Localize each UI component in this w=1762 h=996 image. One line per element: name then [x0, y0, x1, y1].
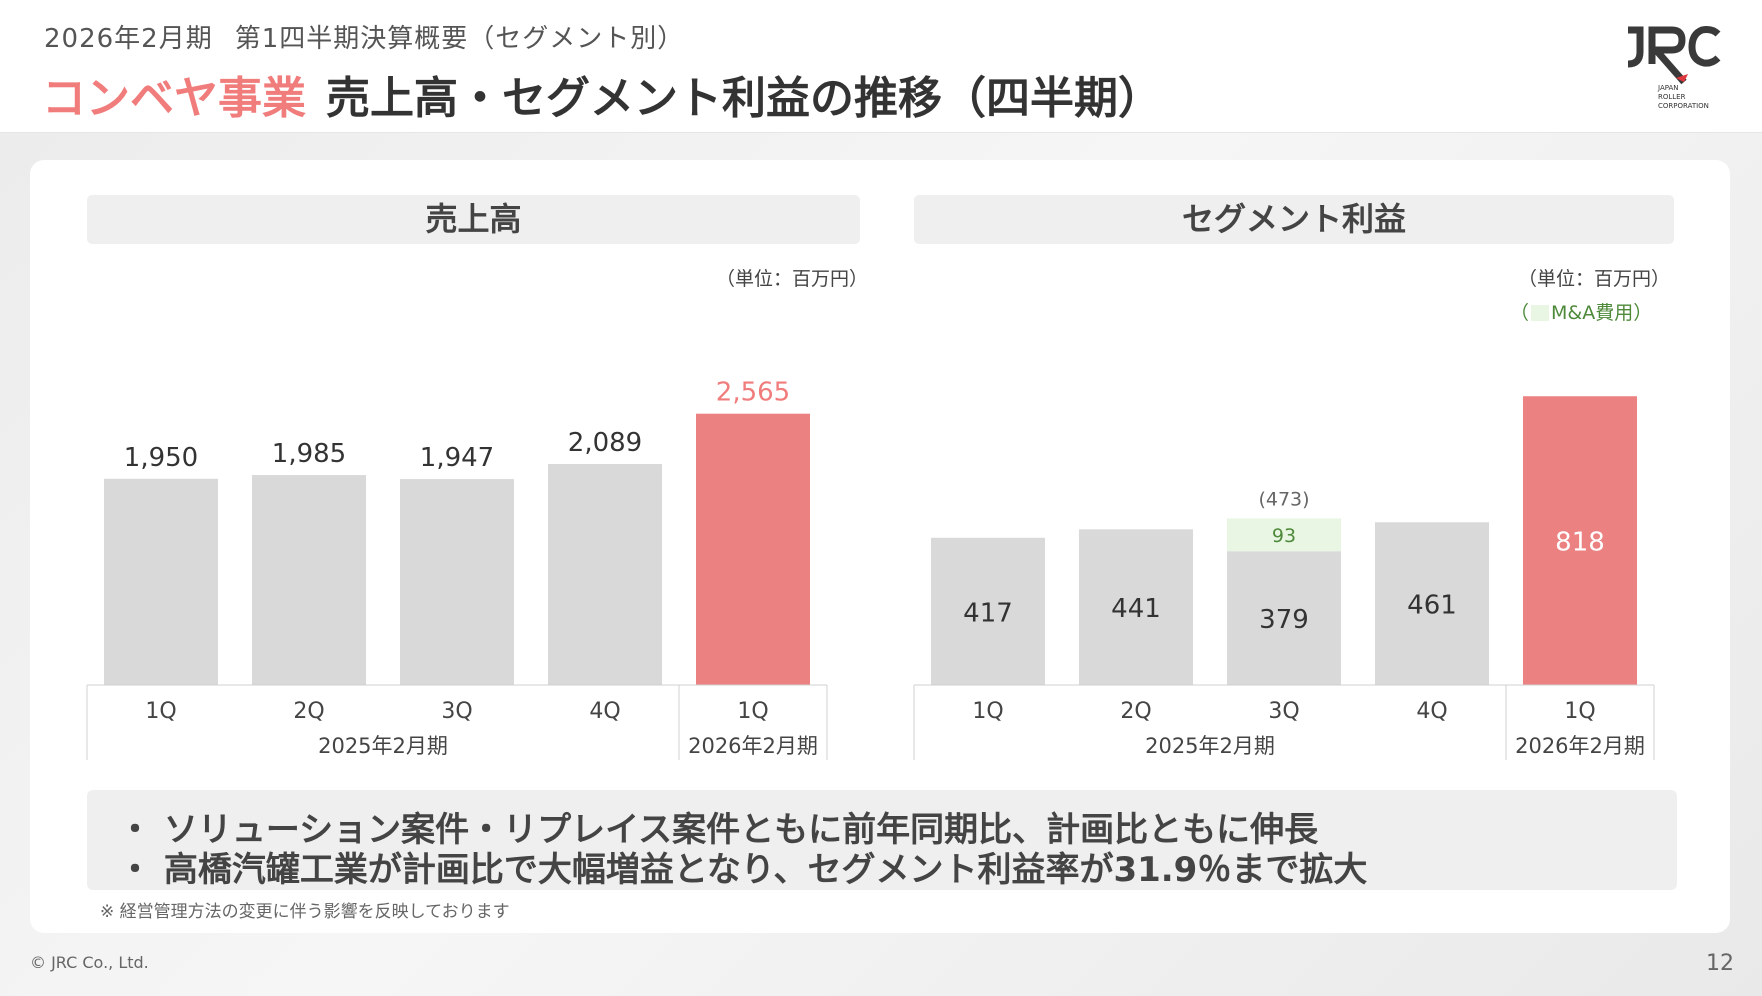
sales-bar [252, 475, 366, 685]
subtitle-period: 2026年2月期 [44, 24, 213, 54]
comment-bullet-1: ・ ソリューション案件・リプレイス案件ともに前年同期比、計画比ともに伸長 [118, 810, 1319, 850]
sales-category-label: 2Q [293, 699, 324, 724]
sales-category-label: 1Q [145, 699, 176, 724]
profit-category-label: 3Q [1268, 699, 1299, 724]
profit-category-label: 1Q [1564, 699, 1595, 724]
sales-category-label: 3Q [441, 699, 472, 724]
profit-category-label: 4Q [1416, 699, 1447, 724]
sales-bar [548, 464, 662, 685]
title-accent: コンベヤ事業 [42, 73, 306, 124]
profit-value-label: 818 [1555, 528, 1605, 558]
sales-bar [696, 413, 810, 685]
profit-period-label: 2026年2月期 [1515, 734, 1645, 758]
profit-value-label: 379 [1259, 605, 1309, 635]
sales-unit-label: （単位：百万円） [716, 268, 869, 290]
sales-chart: 1,950 1Q 1,985 2Q 1,947 3Q 2,089 4Q 2,565 1Q 2025年… [86, 378, 828, 760]
sales-category-label: 1Q [737, 699, 768, 724]
slide-title: コンベヤ事業 売上高・セグメント利益の推移（四半期） [42, 62, 1162, 126]
profit-value-label: 461 [1407, 591, 1457, 621]
sales-bar [400, 479, 514, 685]
profit-panel-title: セグメント利益 [914, 195, 1674, 244]
profit-extra-label: 93 [1272, 525, 1296, 547]
legend-swatch [1531, 305, 1550, 321]
profit-chart: 417 1Q 441 2Q 93 (473) 379 3Q 461 4Q 818 1Q 2025年2月期… [913, 396, 1655, 760]
slide-header: 2026年2月期 第1四半期決算概要（セグメント別） コンベヤ事業 売上高・セグメン… [0, 0, 1762, 133]
profit-bar [931, 537, 1045, 685]
profit-value-label: 441 [1111, 594, 1161, 624]
sales-panel-title: 売上高 [87, 195, 860, 244]
profit-category-label: 2Q [1120, 699, 1151, 724]
sales-value-label: 2,565 [716, 378, 790, 408]
profit-unit-label: （単位：百万円） [1518, 268, 1671, 290]
logo-line1: JAPAN [1657, 84, 1679, 92]
profit-bar [1227, 551, 1341, 685]
logo-line3: CORPORATION [1658, 102, 1709, 110]
copyright: © JRC Co., Ltd. [30, 953, 149, 972]
footnote: ※ 経営管理方法の変更に伴う影響を反映しております [100, 902, 510, 922]
sales-period-label: 2026年2月期 [688, 734, 818, 758]
profit-value-label: 417 [963, 598, 1013, 628]
slide-subtitle: 2026年2月期 第1四半期決算概要（セグメント別） [44, 18, 684, 55]
comment-box [87, 790, 1677, 890]
sales-category-label: 4Q [589, 699, 620, 724]
sales-value-label: 1,947 [420, 443, 494, 473]
sales-value-label: 1,985 [272, 439, 346, 469]
sales-value-label: 1,950 [124, 443, 198, 473]
profit-bar [1375, 522, 1489, 685]
profit-bar [1523, 396, 1637, 685]
profit-extra-bar [1227, 518, 1341, 552]
profit-category-label: 1Q [972, 699, 1003, 724]
title-main: 売上高・セグメント利益の推移（四半期） [326, 73, 1162, 124]
profit-total-label: (473) [1258, 488, 1309, 510]
sales-period-label: 2025年2月期 [318, 734, 448, 758]
subtitle-text: 第1四半期決算概要（セグメント別） [234, 24, 685, 54]
profit-bar [1079, 529, 1193, 685]
profit-period-label: 2025年2月期 [1145, 734, 1275, 758]
sales-bar [104, 478, 218, 685]
comment-bullet-2: ・ 高橋汽罐工業が計画比で大幅増益となり、セグメント利益率が31.9％まで拡大 [118, 850, 1368, 890]
sales-value-label: 2,089 [568, 428, 642, 458]
logo-line2: ROLLER [1658, 93, 1686, 101]
page-number: 12 [1706, 951, 1734, 976]
profit-legend: （M&A費用） [1510, 302, 1653, 324]
jrc-logo: JAPAN ROLLER CORPORATION [1627, 26, 1721, 110]
legend-text: M&A費用 [1551, 302, 1634, 324]
